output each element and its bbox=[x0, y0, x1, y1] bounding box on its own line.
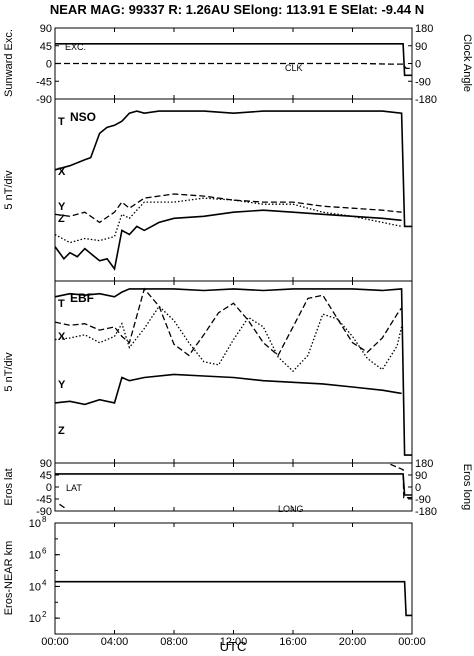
y-tick-label: 90 bbox=[415, 470, 427, 482]
label-nso-z: Z bbox=[58, 213, 65, 225]
x-tick-label: 00:00 bbox=[41, 636, 69, 648]
y-tick-label: -90 bbox=[36, 506, 52, 518]
x-tick-label: 08:00 bbox=[160, 636, 188, 648]
y-tick-label: 0 bbox=[46, 482, 52, 494]
y-tick-label: -45 bbox=[36, 494, 52, 506]
y-tick-label: 90 bbox=[40, 458, 52, 470]
x-tick-label: 04:00 bbox=[101, 636, 129, 648]
y-tick-label: 45 bbox=[40, 470, 52, 482]
panel-sunward-exc-frame bbox=[54, 27, 413, 100]
y-tick-label: 10 bbox=[29, 581, 41, 593]
series-eros-angles-long bbox=[59, 463, 412, 509]
panel-eros-distance-frame bbox=[54, 522, 413, 635]
y-tick-label: 0 bbox=[415, 59, 421, 71]
y-tick-label: 45 bbox=[40, 41, 52, 53]
ylabel-eros-lat: Eros lat bbox=[3, 468, 15, 505]
ylabel-sunward-exc: Sunward Exc. bbox=[3, 29, 15, 97]
y-tick-label: 10 bbox=[29, 518, 41, 530]
label-ebf-z: Z bbox=[58, 425, 65, 437]
panel-eros-angles-frame bbox=[54, 462, 413, 512]
label-ebf-y: Y bbox=[58, 379, 66, 391]
series-nso-x bbox=[54, 193, 402, 224]
y-tick-exponent: 6 bbox=[42, 547, 47, 556]
x-tick-label: 16:00 bbox=[279, 636, 307, 648]
y-tick-label: 90 bbox=[40, 23, 52, 35]
label-nso-y: Y bbox=[58, 201, 66, 213]
figure-title: NEAR MAG: 99337 R: 1.26AU SElong: 113.91… bbox=[50, 2, 424, 17]
y-tick-label: 0 bbox=[46, 59, 52, 71]
label-ebf-t: T bbox=[58, 298, 65, 310]
series-ebf-x bbox=[54, 287, 403, 357]
series-ebf-t bbox=[54, 288, 412, 456]
series-nso-y bbox=[54, 197, 402, 244]
y-tick-label: -180 bbox=[415, 506, 437, 518]
ylabel-eros-long: Eros long bbox=[461, 464, 473, 510]
y-tick-label: -90 bbox=[415, 494, 431, 506]
label-ebf-x: X bbox=[58, 331, 66, 343]
label-clk: CLK bbox=[285, 63, 303, 73]
y-tick-label: 10 bbox=[29, 613, 41, 625]
y-tick-label: 10 bbox=[29, 550, 41, 562]
x-tick-label: 00:00 bbox=[398, 636, 426, 648]
series-eros-near-distance-line bbox=[55, 580, 412, 617]
ylabel-nso-scale: 5 nT/div bbox=[3, 170, 15, 210]
series-nso-t bbox=[54, 110, 412, 228]
label-long: LONG bbox=[278, 504, 304, 514]
label-lat: LAT bbox=[66, 483, 82, 493]
y-tick-label: 90 bbox=[415, 41, 427, 53]
x-tick-label: 12:00 bbox=[220, 636, 248, 648]
label-nso: NSO bbox=[70, 110, 96, 124]
y-tick-label: -90 bbox=[36, 94, 52, 106]
x-tick-label: 20:00 bbox=[339, 636, 367, 648]
label-exc: EXC. bbox=[65, 42, 86, 52]
series-sunward-exc-exc bbox=[55, 43, 412, 77]
y-tick-label: -90 bbox=[415, 76, 431, 88]
label-ebf: EBF bbox=[70, 291, 94, 305]
y-tick-exponent: 8 bbox=[42, 515, 47, 524]
y-tick-label: -180 bbox=[415, 94, 437, 106]
series-nso-z bbox=[54, 209, 402, 271]
ylabel-clock-angle: Clock Angle bbox=[461, 34, 473, 92]
xlabel-utc: UTC bbox=[220, 639, 247, 654]
y-tick-label: 180 bbox=[415, 23, 433, 35]
ylabel-ebf-scale: 5 nT/div bbox=[3, 352, 15, 392]
y-tick-exponent: 2 bbox=[42, 610, 47, 619]
series-sunward-exc-clk bbox=[55, 62, 412, 70]
y-tick-label: -45 bbox=[36, 76, 52, 88]
ylabel-eros-near-km: Eros-NEAR km bbox=[3, 541, 15, 616]
label-nso-t: T bbox=[58, 116, 65, 128]
y-tick-exponent: 4 bbox=[42, 578, 47, 587]
y-tick-label: 0 bbox=[415, 482, 421, 494]
panel-ebf-frame bbox=[54, 280, 413, 464]
label-nso-x: X bbox=[58, 166, 66, 178]
series-ebf-z bbox=[54, 373, 402, 406]
series-eros-angles-lat bbox=[55, 473, 412, 496]
y-tick-label: 180 bbox=[415, 458, 433, 470]
